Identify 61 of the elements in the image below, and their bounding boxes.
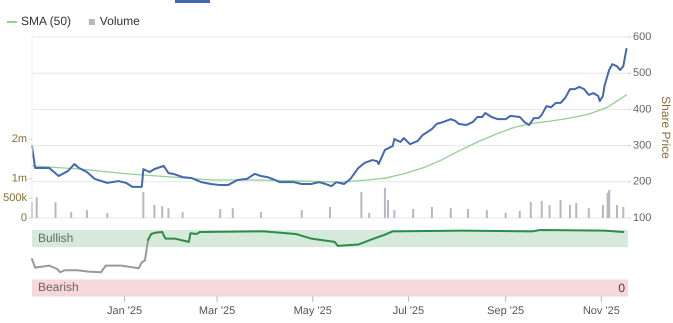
bar xyxy=(622,206,624,218)
bar xyxy=(560,200,562,218)
bar xyxy=(329,206,331,218)
bar xyxy=(182,212,184,218)
bar xyxy=(575,203,578,218)
bar xyxy=(602,205,604,218)
line-series xyxy=(31,94,628,183)
legend-label: Volume xyxy=(100,14,140,28)
bar xyxy=(167,208,170,218)
y-tick-label: 600 xyxy=(633,30,652,43)
band-label: Bullish xyxy=(38,230,74,245)
y2-tick-label: 2m xyxy=(12,133,27,146)
bar xyxy=(368,212,370,218)
y-tick-label: 200 xyxy=(633,176,652,188)
x-tick-label: Jan '25 xyxy=(106,305,142,317)
bar xyxy=(548,205,551,218)
bar xyxy=(608,190,610,218)
bar xyxy=(153,205,156,218)
bar xyxy=(106,212,108,218)
bar xyxy=(86,210,88,218)
x-tick-label: Nov '25 xyxy=(582,305,620,317)
bar xyxy=(393,210,396,218)
y-tick-label: 500 xyxy=(633,67,652,80)
x-tick-label: Jul '25 xyxy=(392,305,424,317)
y-tick-label: 100 xyxy=(633,212,652,224)
bar xyxy=(36,197,38,218)
bar xyxy=(450,208,452,218)
bar xyxy=(260,212,262,218)
x-tick-label: May '25 xyxy=(294,305,332,317)
legend-label: SMA (50) xyxy=(21,14,72,28)
bar xyxy=(430,206,433,218)
bar xyxy=(232,208,234,218)
bar xyxy=(568,205,571,218)
x-tick-label: Mar '25 xyxy=(198,305,236,317)
y2-tick-label: 500k xyxy=(3,192,28,204)
y-tick-label: 300 xyxy=(633,140,652,152)
bar xyxy=(504,212,507,218)
bar xyxy=(219,208,222,218)
bar xyxy=(486,210,488,218)
bar xyxy=(530,202,532,218)
y2-tick-label: 1m xyxy=(12,172,27,185)
band-label: Bearish xyxy=(38,280,79,294)
bar xyxy=(54,202,57,218)
bar xyxy=(360,192,362,218)
bar xyxy=(540,201,543,218)
bar xyxy=(616,205,618,218)
bar xyxy=(467,208,470,218)
y-tick-label: 400 xyxy=(633,103,652,116)
bar xyxy=(518,210,521,218)
x-tick-label: Sep '25 xyxy=(487,305,524,317)
bar xyxy=(161,206,164,218)
line-series xyxy=(31,48,628,188)
bar xyxy=(70,212,72,218)
bar xyxy=(412,208,414,218)
y-axis-title: Share Price xyxy=(659,96,673,160)
annotation: 0 xyxy=(618,281,626,295)
bar xyxy=(142,192,144,218)
bar xyxy=(588,208,590,218)
bar xyxy=(384,188,386,218)
y2-tick-label: 0 xyxy=(20,212,27,224)
bar xyxy=(300,210,303,218)
